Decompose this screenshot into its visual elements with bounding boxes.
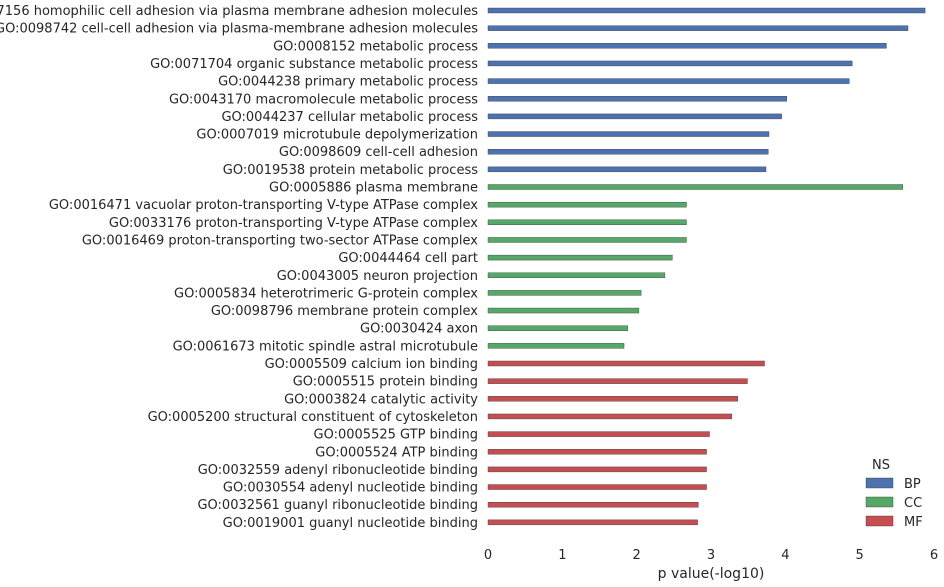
y-tick-label: GO:0016471 vacuolar proton-transporting … bbox=[49, 198, 478, 213]
y-tick-label: GO:0044238 primary metabolic process bbox=[218, 75, 478, 90]
bar-cc-13 bbox=[487, 219, 687, 226]
y-tick-label: GO:0019538 protein metabolic process bbox=[223, 163, 478, 178]
legend: NS BP CC MF bbox=[865, 458, 923, 530]
y-tick-label: GO:0007156 homophilic cell adhesion via … bbox=[0, 4, 478, 19]
legend-swatch-mf bbox=[865, 515, 894, 527]
y-tick-label: GO:0098742 cell-cell adhesion via plasma… bbox=[0, 22, 478, 37]
y-tick-label: GO:0005525 GTP binding bbox=[314, 428, 478, 443]
y-tick-label: GO:0098796 membrane protein complex bbox=[211, 304, 478, 319]
bar-cc-12 bbox=[487, 201, 687, 208]
y-tick-label: GO:0008152 metabolic process bbox=[273, 39, 478, 54]
x-tick-label: 3 bbox=[707, 548, 715, 563]
bar-mf-25 bbox=[487, 431, 710, 437]
bar-mf-22 bbox=[487, 378, 748, 384]
bar-mf-26 bbox=[487, 449, 707, 455]
bar-bp-4 bbox=[487, 60, 853, 67]
bar-mf-24 bbox=[487, 413, 733, 420]
legend-label-cc: CC bbox=[904, 496, 922, 511]
x-tick-labels: 0 1 2 3 4 5 6 bbox=[484, 548, 938, 563]
bar-bp-7 bbox=[487, 113, 782, 120]
x-tick-label: 2 bbox=[633, 548, 641, 563]
bar-bp-5 bbox=[487, 78, 850, 84]
y-tick-label: GO:0007019 microtubule depolymerization bbox=[196, 128, 478, 143]
bar-bp-3 bbox=[487, 43, 887, 49]
bar-cc-18 bbox=[487, 307, 640, 314]
bar-cc-19 bbox=[487, 325, 628, 331]
legend-title: NS bbox=[872, 458, 890, 473]
y-tick-label: GO:0098609 cell-cell adhesion bbox=[279, 145, 478, 160]
legend-swatch-cc bbox=[865, 496, 894, 508]
bar-mf-23 bbox=[487, 396, 738, 402]
bar-bp-1 bbox=[487, 7, 926, 14]
bar-bp-9 bbox=[487, 148, 769, 155]
legend-swatch-bp bbox=[865, 477, 894, 489]
y-tick-label: GO:0030554 adenyl nucleotide binding bbox=[223, 481, 478, 496]
x-tick-label: 6 bbox=[930, 548, 938, 563]
bar-bp-10 bbox=[487, 166, 767, 173]
legend-label-mf: MF bbox=[904, 515, 923, 530]
bar-mf-28 bbox=[487, 484, 707, 490]
y-tick-label: GO:0043005 neuron projection bbox=[277, 269, 478, 284]
y-tick-label: GO:0005886 plasma membrane bbox=[269, 181, 478, 196]
bar-mf-27 bbox=[487, 466, 707, 473]
y-tick-label: GO:0061673 mitotic spindle astral microt… bbox=[173, 339, 478, 354]
x-tick-label: 1 bbox=[558, 548, 566, 563]
y-tick-label: GO:0071704 organic substance metabolic p… bbox=[150, 57, 478, 72]
bar-cc-20 bbox=[487, 343, 625, 349]
x-tick-label: 4 bbox=[781, 548, 789, 563]
bar-cc-16 bbox=[487, 272, 666, 278]
y-tick-label: GO:0016469 proton-transporting two-secto… bbox=[82, 233, 478, 248]
bar-mf-30 bbox=[487, 519, 698, 526]
x-tick-label: 5 bbox=[856, 548, 864, 563]
y-tick-label: GO:0005200 structural constituent of cyt… bbox=[148, 410, 478, 425]
y-tick-label: GO:0030424 axon bbox=[360, 322, 478, 337]
y-tick-label: GO:0005524 ATP binding bbox=[315, 445, 478, 460]
bar-mf-21 bbox=[487, 360, 765, 367]
bar-mf-29 bbox=[487, 502, 699, 508]
y-tick-label: GO:0005509 calcium ion binding bbox=[265, 357, 478, 372]
y-tick-label: GO:0043170 macromolecule metabolic proce… bbox=[169, 92, 478, 107]
bar-cc-14 bbox=[487, 237, 687, 243]
y-tick-label: GO:0033176 proton-transporting V-type AT… bbox=[109, 216, 478, 231]
bar-group bbox=[487, 7, 926, 526]
y-tick-label: GO:0044464 cell part bbox=[338, 251, 478, 266]
y-tick-label: GO:0032561 guanyl ribonucleotide binding bbox=[197, 498, 478, 513]
y-tick-label: GO:0019001 guanyl nucleotide binding bbox=[223, 516, 478, 531]
y-tick-label: GO:0044237 cellular metabolic process bbox=[221, 110, 478, 125]
bar-cc-15 bbox=[487, 254, 673, 261]
legend-label-bp: BP bbox=[904, 477, 921, 492]
y-tick-label: GO:0032559 adenyl ribonucleotide binding bbox=[198, 463, 478, 478]
bar-bp-6 bbox=[487, 96, 788, 102]
y-tick-label: GO:0005834 heterotrimeric G-protein comp… bbox=[174, 286, 478, 301]
bar-bp-8 bbox=[487, 131, 770, 137]
y-tick-labels: GO:0007156 homophilic cell adhesion via … bbox=[0, 4, 478, 531]
y-tick-label: GO:0005515 protein binding bbox=[293, 375, 478, 390]
x-axis-label: p value(-log10) bbox=[658, 566, 765, 582]
y-tick-label: GO:0003824 catalytic activity bbox=[284, 392, 478, 407]
bar-cc-11 bbox=[487, 184, 903, 190]
bar-cc-17 bbox=[487, 290, 642, 296]
x-tick-label: 0 bbox=[484, 548, 492, 563]
bar-bp-2 bbox=[487, 25, 909, 31]
